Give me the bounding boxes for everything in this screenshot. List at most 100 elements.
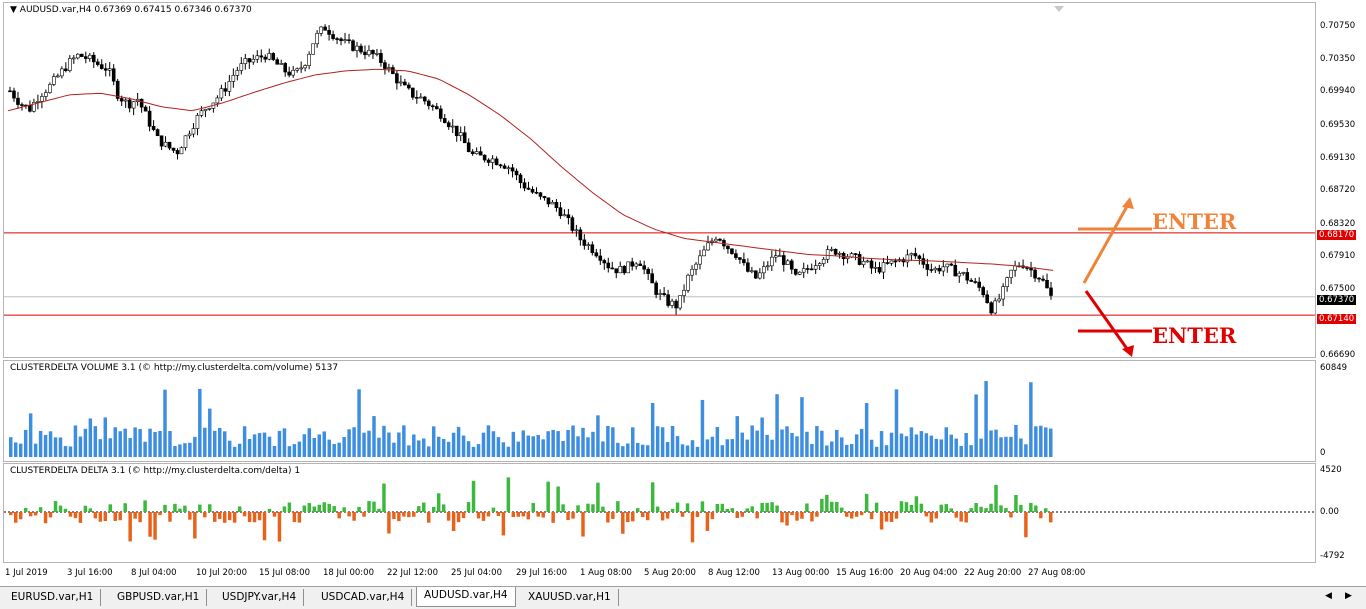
volume-bar [208,408,212,457]
candle-body [526,187,531,190]
delta-bar-negative [660,512,665,521]
delta-bar-positive [616,501,620,512]
volume-bar [13,442,18,457]
tab-gbpusd[interactable]: GBPUSD.var,H1 [110,589,208,606]
candle-body [917,255,922,259]
volume-bar [690,440,695,457]
volume-bar [312,438,317,457]
tab-usdjpy[interactable]: USDJPY.var,H4 [215,589,305,606]
delta-bar-positive [506,477,511,512]
volume-bar [456,426,461,457]
price-chart-pane[interactable]: ▼ AUDUSD.var,H4 0.67369 0.67415 0.67346 … [3,2,1316,358]
candle-body [650,273,654,284]
delta-bar-negative [959,512,963,522]
tab-xauusd[interactable]: XAUUSD.var,H1 [521,589,619,606]
volume-bar [372,416,376,457]
tab-scroll-left-icon[interactable]: ◀ [1325,591,1332,601]
delta-bar-negative [362,512,366,517]
delta-bar-positive [765,502,769,512]
time-tick: 27 Aug 08:00 [1028,568,1086,578]
delta-bar-negative [13,512,18,523]
moving-average-line [7,68,1054,271]
price-axis[interactable]: 0.70750 0.70350 0.69940 0.69530 0.69130 … [1316,2,1366,360]
delta-axis[interactable]: 4520 0.00 -4792 [1316,463,1366,563]
candle-body [961,272,966,274]
candle-body [79,53,84,57]
delta-bar-positive [979,506,983,512]
scroll-shift-marker-icon[interactable] [1054,6,1064,12]
candle-body [450,125,455,128]
delta-bar-positive [332,506,336,512]
dropdown-arrow-icon[interactable]: ▼ [10,5,17,15]
tab-audusd[interactable]: AUDUSD.var,H4 [416,587,516,607]
candle-body [91,54,96,63]
volume-bar [496,437,501,457]
candle-body [339,38,343,41]
candle-body [606,262,611,269]
volume-histogram [9,381,1053,457]
volume-bar [262,432,267,457]
volume-bar [680,444,685,457]
delta-bar-negative [645,512,650,521]
delta-bar-positive [650,482,655,512]
volume-bar [616,442,620,457]
candle-body [666,294,670,306]
volume-axis[interactable]: 60849 0 [1316,360,1366,462]
candle-body [622,266,627,274]
candle-body [953,264,958,277]
candle-body [271,53,276,60]
candle-body [167,141,172,149]
volume-bar [402,425,406,457]
volume-bar [1004,436,1008,457]
delta-bar-negative [232,512,237,523]
price-chart-canvas[interactable] [4,3,1315,357]
delta-bar-positive [342,507,346,512]
volume-bar [287,446,292,457]
candle-body [466,142,471,153]
delta-bar-negative [402,512,406,517]
volume-bar [730,439,735,457]
candle-body [801,268,806,273]
delta-bar-negative [964,512,968,523]
delta-bar-negative [461,512,466,519]
delta-bar-negative [631,512,635,522]
candle-body [494,158,499,166]
time-axis[interactable]: 1 Jul 2019 3 Jul 16:00 8 Jul 04:00 10 Ju… [3,563,1316,583]
candle-body [239,63,244,71]
volume-bar [795,436,799,457]
volume-indicator-pane[interactable]: CLUSTERDELTA VOLUME 3.1 (© http://my.clu… [3,360,1316,462]
delta-bar-positive [38,507,43,512]
tab-scroll-right-icon[interactable]: ▶ [1345,591,1352,601]
volume-bar [591,431,595,457]
tab-eurusd[interactable]: EURUSD.var,H1 [4,589,102,606]
candle-body [510,167,515,172]
candle-body [694,263,698,270]
delta-bar-positive [944,504,948,512]
delta-bar-negative [611,512,615,519]
delta-bar-negative [626,512,630,523]
tab-usdcad[interactable]: USDCAD.var,H4 [314,589,413,606]
candle-body [315,33,319,45]
candle-body [83,56,88,59]
delta-bar-positive [974,503,978,512]
delta-bar-positive [63,508,68,512]
candle-body [155,129,160,137]
price-tick: 0.67910 [1320,251,1356,261]
arrow-up-head-icon [1122,197,1134,209]
candle-body [909,253,914,256]
candle-body [438,108,443,119]
delta-bar-negative [884,512,889,522]
candle-body [686,274,690,291]
candle-body [99,64,104,69]
chart-title: AUDUSD.var,H4 0.67369 0.67415 0.67346 0.… [19,5,252,15]
delta-indicator-pane[interactable]: CLUSTERDELTA DELTA 3.1 (© http://my.clus… [3,463,1316,563]
candle-body [123,99,128,102]
delta-bar-positive [864,493,869,512]
candle-body [223,88,228,92]
candle-body [829,248,834,251]
candle-body [331,34,335,39]
volume-bar [203,427,207,457]
delta-bar-negative [68,512,73,517]
chart-symbol-header: ▼ AUDUSD.var,H4 0.67369 0.67415 0.67346 … [10,5,252,15]
candle-body [865,260,870,263]
